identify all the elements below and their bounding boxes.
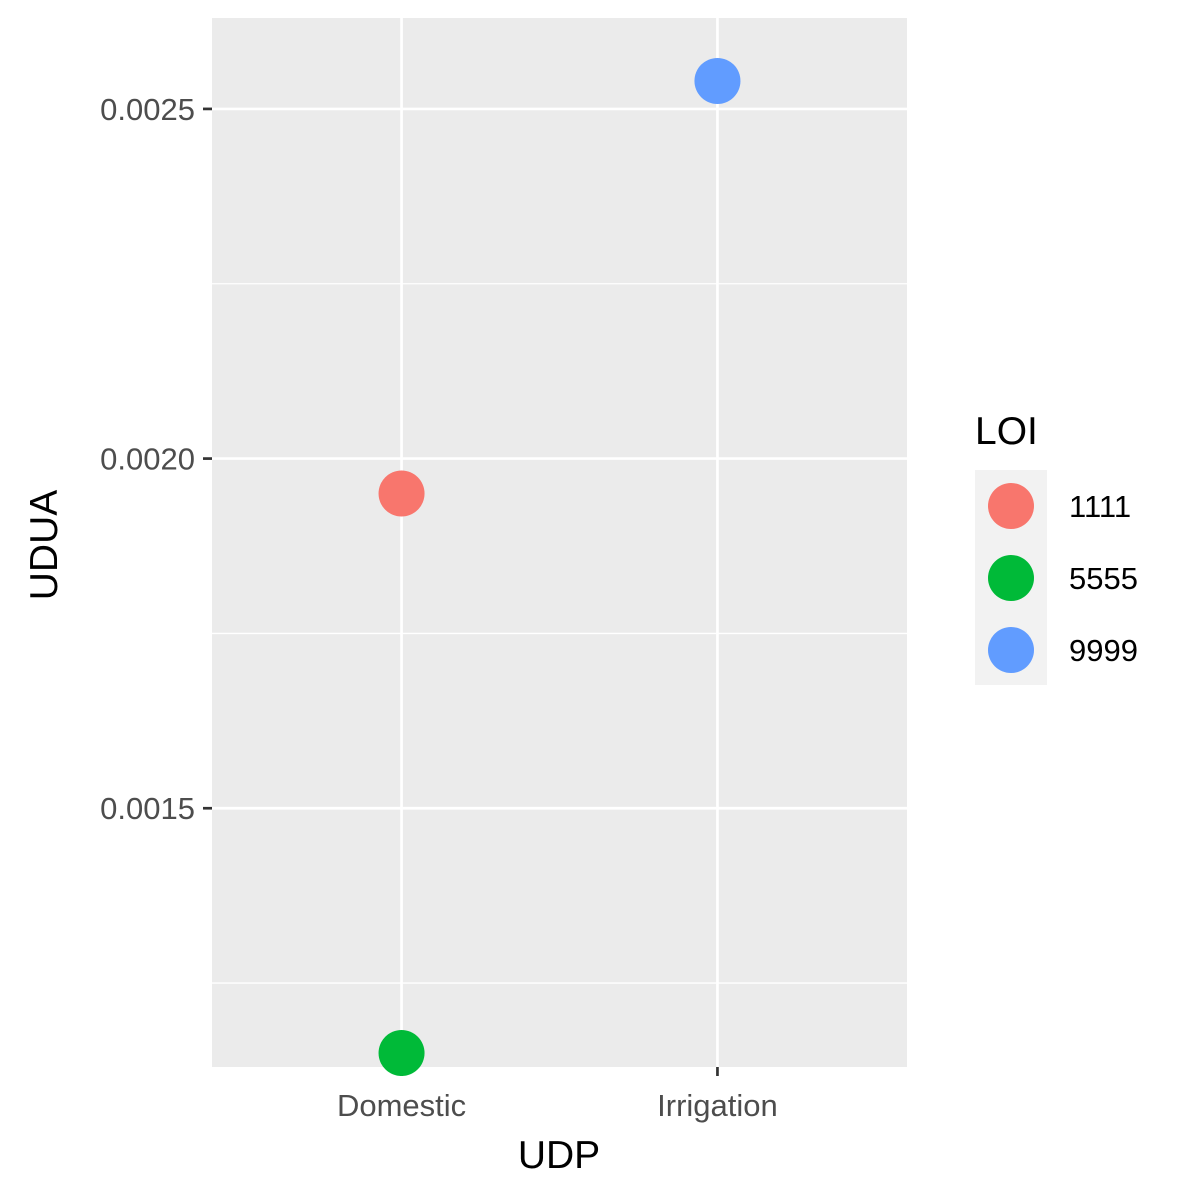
legend-label-1111: 1111 bbox=[1069, 489, 1131, 524]
minor-gridlines bbox=[212, 283, 907, 984]
legend-label-5555: 5555 bbox=[1069, 561, 1138, 596]
legend-title: LOI bbox=[975, 410, 1038, 453]
y-tick-label: 0.0015 bbox=[100, 791, 195, 826]
y-axis: 0.0015 0.0020 0.0025 bbox=[100, 92, 212, 826]
plot-panel bbox=[212, 18, 907, 1067]
legend-key-9999 bbox=[988, 627, 1034, 673]
x-tick-label: Domestic bbox=[337, 1088, 466, 1123]
legend-key-5555 bbox=[988, 555, 1034, 601]
major-gridlines bbox=[212, 18, 907, 1067]
legend-label-9999: 9999 bbox=[1069, 633, 1138, 668]
x-axis: Domestic Irrigation bbox=[337, 1067, 778, 1123]
data-points bbox=[378, 57, 741, 1077]
data-point-1111 bbox=[378, 470, 425, 517]
y-tick-label: 0.0020 bbox=[100, 442, 195, 477]
y-tick-label: 0.0025 bbox=[100, 92, 195, 127]
legend: LOI 1111 5555 9999 bbox=[975, 410, 1138, 685]
data-point-5555 bbox=[378, 1030, 425, 1077]
legend-key-1111 bbox=[988, 483, 1034, 529]
y-axis-title: UDUA bbox=[23, 490, 66, 601]
legend-items: 1111 5555 9999 bbox=[988, 483, 1138, 673]
x-axis-title: UDP bbox=[518, 1134, 600, 1177]
data-point-9999 bbox=[694, 57, 741, 104]
x-tick-label: Irrigation bbox=[657, 1088, 778, 1123]
